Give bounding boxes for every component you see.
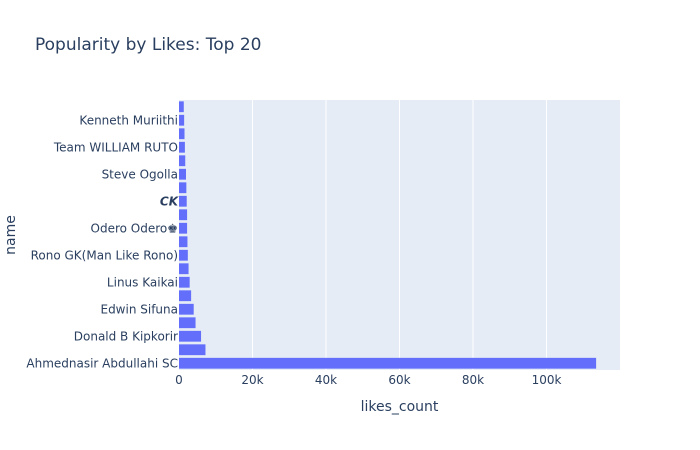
y-tick-label: Donald B Kipkorir [74,329,178,343]
bar [179,236,188,248]
y-tick-label: Steve Ogolla [102,167,178,181]
x-tick-label: 20k [241,373,263,387]
bar [179,249,188,261]
bar [179,101,184,113]
bar [179,141,185,153]
chart-title: Popularity by Likes: Top 20 [35,35,261,55]
x-tick-label: 60k [388,373,410,387]
y-tick-label: Odero Odero♚ [91,221,179,235]
y-tick-label: Kenneth Muriithi [79,113,178,127]
y-tick-label: Ahmednasir Abdullahi SC [26,356,178,370]
bar [179,357,597,369]
bar [179,276,190,288]
x-tick-label: 40k [315,373,337,387]
x-tick-labels: 0 20k 40k 60k 80k 100k [175,373,561,387]
y-tick-label: Edwin Sifuna [100,302,178,316]
y-tick-label: 𝘾𝙆 [160,194,180,208]
x-tick-label: 80k [462,373,484,387]
x-tick-label: 100k [532,373,562,387]
bar [179,263,189,275]
bar [179,168,186,180]
bar [179,222,188,234]
bar [179,128,185,140]
bar [179,195,187,207]
bar [179,317,196,329]
bar [179,330,202,342]
y-axis-title: name [3,215,19,255]
x-axis-title: likes_count [361,399,439,415]
y-tick-labels: Ahmednasir Abdullahi SC Donald B Kipkorir… [26,113,179,370]
bar [179,182,187,194]
bar [179,155,186,167]
y-tick-label: Team WILLIAM RUTO [53,140,178,154]
y-tick-label: Rono GK(Man Like Rono) [31,248,178,262]
bar [179,114,185,126]
bar [179,303,194,315]
y-tick-label: Linus Kaikai [107,275,178,289]
bar [179,290,192,302]
gridlines [252,100,547,370]
bar [179,344,206,356]
x-tick-label: 0 [175,373,183,387]
bar [179,209,188,221]
bars [179,101,597,369]
